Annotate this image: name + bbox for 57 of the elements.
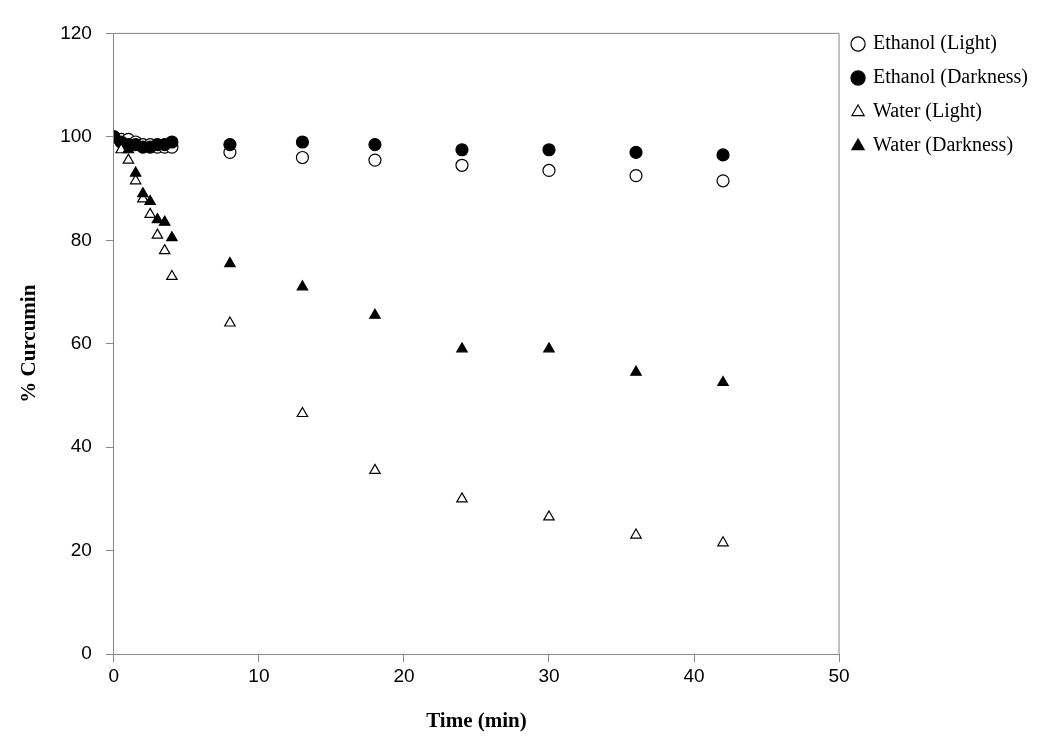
point — [455, 143, 469, 157]
point — [716, 148, 730, 162]
point — [716, 174, 730, 188]
point — [295, 150, 310, 165]
y-tick-label: 40 — [70, 435, 92, 457]
point — [158, 215, 171, 226]
x-tick-label: 10 — [248, 664, 270, 686]
point — [144, 194, 156, 206]
point — [630, 365, 642, 376]
y-tick-label: 120 — [60, 21, 92, 43]
y-tick-label: 100 — [60, 125, 92, 147]
x-axis-title: Time (min) — [426, 707, 527, 732]
point — [296, 406, 309, 418]
y-tick-label: 80 — [70, 228, 92, 250]
point — [137, 187, 149, 198]
legend-label: Ethanol (Darkness) — [873, 65, 1028, 89]
y-tick-label: 0 — [81, 642, 92, 664]
x-tick-label: 0 — [108, 664, 120, 686]
point — [455, 158, 469, 172]
legend-label: Ethanol (Light) — [873, 31, 997, 55]
point — [165, 135, 179, 149]
point — [543, 342, 555, 353]
point — [456, 492, 468, 503]
point — [368, 137, 382, 152]
x-tick-label: 30 — [538, 664, 560, 686]
point — [368, 153, 382, 167]
point — [717, 536, 729, 547]
point — [456, 342, 468, 353]
point — [543, 510, 555, 521]
point — [717, 375, 729, 387]
point — [223, 137, 237, 152]
point — [295, 135, 310, 149]
point — [542, 163, 556, 178]
point — [144, 207, 156, 219]
legend-label: Water (Light) — [873, 99, 982, 123]
point — [129, 166, 142, 177]
point — [224, 316, 236, 327]
point — [369, 463, 381, 475]
y-tick-label: 60 — [70, 331, 92, 353]
point — [166, 269, 178, 281]
point — [542, 143, 556, 157]
point — [369, 308, 381, 319]
point — [224, 256, 236, 268]
point — [166, 231, 178, 242]
x-tick-label: 50 — [828, 664, 850, 686]
x-tick-label: 40 — [683, 664, 705, 686]
legend-label: Water (Darkness) — [873, 133, 1014, 157]
point — [296, 280, 309, 291]
x-tick-label: 20 — [393, 664, 415, 686]
point — [629, 145, 643, 159]
point — [122, 153, 135, 164]
y-axis-title: % Curcumin — [16, 284, 41, 403]
point — [151, 228, 164, 239]
point — [629, 169, 643, 183]
y-tick-label: 20 — [70, 538, 92, 560]
point — [158, 244, 171, 255]
point — [630, 528, 642, 539]
